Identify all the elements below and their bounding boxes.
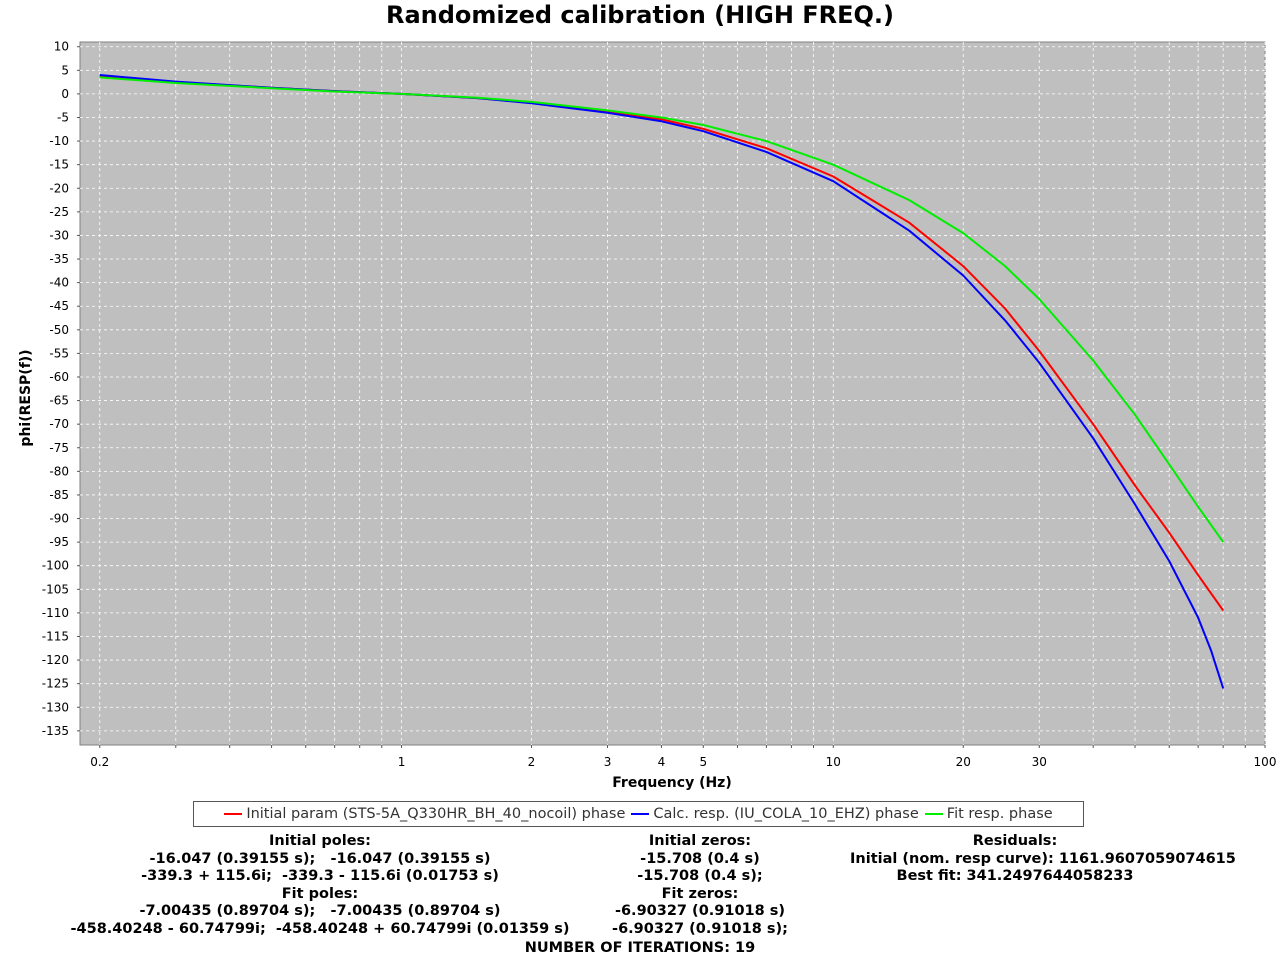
axis-ticks: 10 5 0 -5 -10 -15 -20 -25 -30 -35 -40 -45 -50 -55 -60 -… <box>42 40 1277 769</box>
y-tick-label: -105 <box>42 582 69 596</box>
y-tick-label: 0 <box>61 87 69 101</box>
y-tick-label: -90 <box>49 512 69 526</box>
residuals-best-fit: Best fit: 341.2497644058233 <box>896 868 1134 885</box>
initial-poles-line-2: -339.3 + 115.6i; -339.3 - 115.6i (0.0175… <box>141 868 499 885</box>
y-tick-label: -50 <box>49 323 69 337</box>
fit-poles-line-1: -7.00435 (0.89704 s); -7.00435 (0.89704 … <box>139 903 501 920</box>
y-tick-label: -55 <box>49 346 69 360</box>
y-tick-label: -95 <box>49 535 69 549</box>
x-tick-label: 3 <box>604 755 612 769</box>
y-tick-label: -35 <box>49 252 69 266</box>
y-tick-label: -130 <box>42 700 69 714</box>
y-tick-label: -125 <box>42 677 69 691</box>
initial-poles-heading: Initial poles: <box>269 833 371 849</box>
series-lines <box>99 74 1225 689</box>
legend: Initial param (STS-5A_Q330HR_BH_40_nocoi… <box>193 801 1084 827</box>
legend-swatch-initial <box>224 813 243 815</box>
initial-zeros-line-1: -15.708 (0.4 s) <box>640 850 760 867</box>
y-tick-label: -135 <box>42 724 69 738</box>
fit-zeros-heading: Fit zeros: <box>661 885 739 902</box>
legend-item-fit: Fit resp. phase <box>924 806 1053 822</box>
y-tick-label: -70 <box>49 417 69 431</box>
y-tick-label: -110 <box>42 606 69 620</box>
plot-area <box>79 41 1266 746</box>
fit-zeros-line-1: -6.90327 (0.91018 s) <box>614 903 786 920</box>
legend-item-initial: Initial param (STS-5A_Q330HR_BH_40_nocoi… <box>224 806 625 822</box>
y-tick-label: -15 <box>49 158 69 172</box>
series-line-3 <box>99 76 1225 543</box>
y-tick-label: -115 <box>42 629 69 643</box>
y-tick-label: -60 <box>49 370 69 384</box>
poles-info: Initial poles: -16.047 (0.39155 s); -16.… <box>0 833 640 939</box>
y-tick-label: -45 <box>49 299 69 313</box>
x-tick-label: 100 <box>1254 755 1277 769</box>
y-tick-label: -20 <box>49 181 69 195</box>
legend-label-calc: Calc. resp. (IU_COLA_10_EHZ) phase <box>653 806 919 822</box>
legend-swatch-calc <box>631 813 650 815</box>
y-tick-label: -10 <box>49 134 69 148</box>
x-tick-label: 30 <box>1032 755 1047 769</box>
residuals-info: Residuals: Initial (nom. resp curve): 11… <box>850 833 1236 886</box>
y-tick-label: -65 <box>49 394 69 408</box>
legend-swatch-fit <box>924 813 943 815</box>
fit-poles-line-2: -458.40248 - 60.74799i; -458.40248 + 60.… <box>70 920 570 937</box>
chart-plot: 10 5 0 -5 -10 -15 -20 -25 -30 -35 -40 -45 -50 -55 -60 -… <box>18 40 1277 791</box>
x-tick-label: 20 <box>956 755 971 769</box>
y-tick-label: -5 <box>57 110 69 124</box>
x-tick-label: 1 <box>398 755 406 769</box>
initial-poles-line-1: -16.047 (0.39155 s); -16.047 (0.39155 s) <box>149 850 491 867</box>
x-tick-label: 5 <box>699 755 707 769</box>
y-tick-label: -85 <box>49 488 69 502</box>
y-tick-label: -40 <box>49 276 69 290</box>
y-tick-label: 5 <box>61 63 69 77</box>
x-axis-label: Frequency (Hz) <box>612 775 731 791</box>
y-axis-label: phi(RESP(f)) <box>18 349 34 446</box>
initial-zeros-line-2: -15.708 (0.4 s); <box>637 868 763 885</box>
residuals-initial: Initial (nom. resp curve): 1161.96070590… <box>850 850 1236 867</box>
x-tick-label: 2 <box>528 755 536 769</box>
y-tick-label: -100 <box>42 559 69 573</box>
y-tick-label: -30 <box>49 228 69 242</box>
y-tick-label: -80 <box>49 464 69 478</box>
x-tick-label: 4 <box>658 755 666 769</box>
legend-label-initial: Initial param (STS-5A_Q330HR_BH_40_nocoi… <box>246 806 626 822</box>
y-tick-label: -25 <box>49 205 69 219</box>
y-tick-label: -75 <box>49 441 69 455</box>
fit-poles-heading: Fit poles: <box>281 885 359 902</box>
x-tick-label: 0.2 <box>90 755 109 769</box>
zeros-info: Initial zeros: -15.708 (0.4 s) -15.708 (… <box>540 833 860 939</box>
y-tick-label: 10 <box>54 40 69 54</box>
x-tick-label: 10 <box>826 755 841 769</box>
legend-item-calc: Calc. resp. (IU_COLA_10_EHZ) phase <box>631 806 919 822</box>
residuals-heading: Residuals: <box>972 833 1058 849</box>
initial-zeros-heading: Initial zeros: <box>648 833 752 849</box>
chart-title: Randomized calibration (HIGH FREQ.) <box>385 1 895 29</box>
y-tick-label: -120 <box>42 653 69 667</box>
fit-zeros-line-2: -6.90327 (0.91018 s); <box>612 920 788 937</box>
legend-label-fit: Fit resp. phase <box>946 806 1053 822</box>
iterations-count: NUMBER OF ITERATIONS: 19 <box>524 940 756 956</box>
